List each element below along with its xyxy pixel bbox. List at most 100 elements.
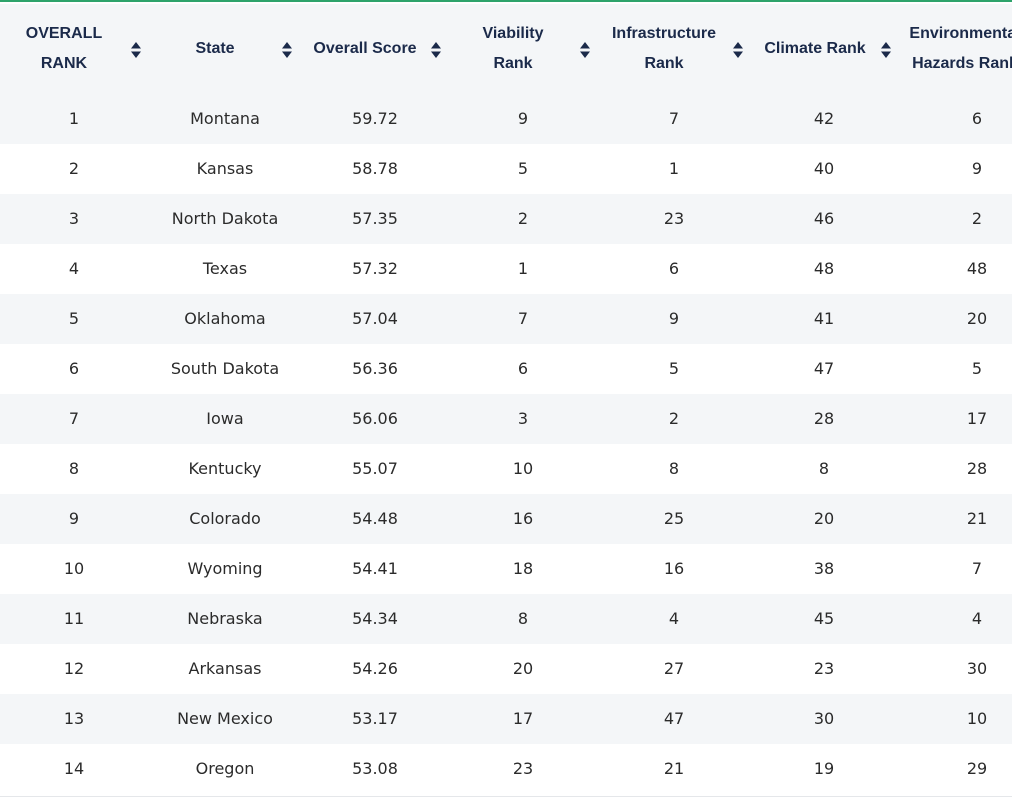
cell-state: Oregon: [195, 759, 255, 778]
column-header-infra[interactable]: Infrastructure Rank: [589, 4, 739, 94]
column-header-label: Climate Rank: [764, 40, 866, 57]
table-header: OVERALL RANK State Overall Score Viability …: [0, 4, 1012, 94]
column-header-label: OVERALL RANK: [25, 25, 103, 72]
cell-env: 6: [971, 109, 983, 128]
cell-rank: 9: [68, 509, 80, 528]
cell-viability: 10: [512, 459, 534, 478]
cell-score: 57.04: [352, 309, 398, 328]
cell-score: 53.17: [352, 709, 398, 728]
cell-state: South Dakota: [170, 359, 280, 378]
cell-infra: 21: [663, 759, 685, 778]
cell-rank: 12: [63, 659, 85, 678]
cell-state: North Dakota: [171, 209, 279, 228]
cell-viability: 2: [517, 209, 529, 228]
cell-infra: 8: [668, 459, 680, 478]
cell-score: 54.26: [352, 659, 398, 678]
cell-climate: 28: [813, 409, 835, 428]
cell-rank: 11: [63, 609, 85, 628]
cell-env: 29: [966, 759, 988, 778]
cell-state: New Mexico: [177, 709, 273, 728]
cell-env: 21: [966, 509, 988, 528]
column-header-env[interactable]: Environmental Hazards Rank: [890, 4, 1012, 94]
cell-viability: 1: [517, 259, 529, 278]
cell-viability: 8: [517, 609, 529, 628]
cell-state: Kansas: [196, 159, 254, 178]
cell-climate: 20: [813, 509, 835, 528]
cell-env: 28: [966, 459, 988, 478]
table-row: 2 Kansas 58.78 5 1 40 9: [0, 144, 1012, 194]
cell-viability: 9: [517, 109, 529, 128]
sort-icon[interactable]: [733, 42, 743, 58]
cell-score: 56.36: [352, 359, 398, 378]
cell-climate: 41: [813, 309, 835, 328]
sort-icon[interactable]: [282, 42, 292, 58]
cell-state: Colorado: [189, 509, 261, 528]
cell-score: 55.07: [352, 459, 398, 478]
cell-viability: 16: [512, 509, 534, 528]
cell-climate: 42: [813, 109, 835, 128]
cell-state: Iowa: [206, 409, 244, 428]
table-row: 5 Oklahoma 57.04 7 9 41 20: [0, 294, 1012, 344]
cell-rank: 10: [63, 559, 85, 578]
cell-score: 58.78: [352, 159, 398, 178]
cell-rank: 8: [68, 459, 80, 478]
column-header-label: Viability Rank: [482, 25, 544, 72]
cell-infra: 47: [663, 709, 685, 728]
cell-infra: 9: [668, 309, 680, 328]
cell-env: 20: [966, 309, 988, 328]
cell-rank: 3: [68, 209, 80, 228]
column-header-viability[interactable]: Viability Rank: [438, 4, 588, 94]
table-body-container: OVERALL RANK State Overall Score Viability …: [0, 4, 1012, 794]
cell-viability: 7: [517, 309, 529, 328]
cell-infra: 6: [668, 259, 680, 278]
cell-climate: 40: [813, 159, 835, 178]
column-header-climate[interactable]: Climate Rank: [740, 4, 890, 94]
column-header-label: State: [195, 40, 235, 57]
cell-infra: 2: [668, 409, 680, 428]
cell-env: 4: [971, 609, 983, 628]
cell-climate: 47: [813, 359, 835, 378]
column-header-rank[interactable]: OVERALL RANK: [0, 4, 139, 94]
cell-climate: 45: [813, 609, 835, 628]
cell-climate: 30: [813, 709, 835, 728]
column-header-label: Overall Score: [313, 40, 417, 57]
table-rows: 1 Montana 59.72 9 7 42 6 2 Kansas 58.78 5 1 40 9 3 Nort…: [0, 94, 1012, 794]
cell-rank: 4: [68, 259, 80, 278]
cell-score: 54.41: [352, 559, 398, 578]
cell-viability: 17: [512, 709, 534, 728]
table-row: 7 Iowa 56.06 3 2 28 17: [0, 394, 1012, 444]
cell-env: 10: [966, 709, 988, 728]
cell-env: 5: [971, 359, 983, 378]
cell-infra: 25: [663, 509, 685, 528]
cell-score: 59.72: [352, 109, 398, 128]
cell-climate: 46: [813, 209, 835, 228]
cell-state: Montana: [190, 109, 260, 128]
table-row: 3 North Dakota 57.35 2 23 46 2: [0, 194, 1012, 244]
cell-env: 7: [971, 559, 983, 578]
sort-icon[interactable]: [131, 42, 141, 58]
cell-env: 2: [971, 209, 983, 228]
cell-viability: 3: [517, 409, 529, 428]
table-row: 10 Wyoming 54.41 18 16 38 7: [0, 544, 1012, 594]
cell-env: 48: [966, 259, 988, 278]
cell-climate: 8: [818, 459, 830, 478]
sort-icon[interactable]: [580, 42, 590, 58]
cell-infra: 27: [663, 659, 685, 678]
sort-icon[interactable]: [881, 42, 891, 58]
column-header-score[interactable]: Overall Score: [290, 4, 440, 94]
cell-score: 54.34: [352, 609, 398, 628]
cell-score: 54.48: [352, 509, 398, 528]
cell-state: Oklahoma: [184, 309, 266, 328]
table-row: 9 Colorado 54.48 16 25 20 21: [0, 494, 1012, 544]
column-header-state[interactable]: State: [140, 4, 290, 94]
table-row: 13 New Mexico 53.17 17 47 30 10: [0, 694, 1012, 744]
cell-state: Nebraska: [187, 609, 263, 628]
sort-icon[interactable]: [431, 42, 441, 58]
cell-infra: 23: [663, 209, 685, 228]
cell-score: 56.06: [352, 409, 398, 428]
cell-state: Kentucky: [188, 459, 262, 478]
cell-env: 30: [966, 659, 988, 678]
cell-rank: 1: [68, 109, 80, 128]
cell-infra: 5: [668, 359, 680, 378]
